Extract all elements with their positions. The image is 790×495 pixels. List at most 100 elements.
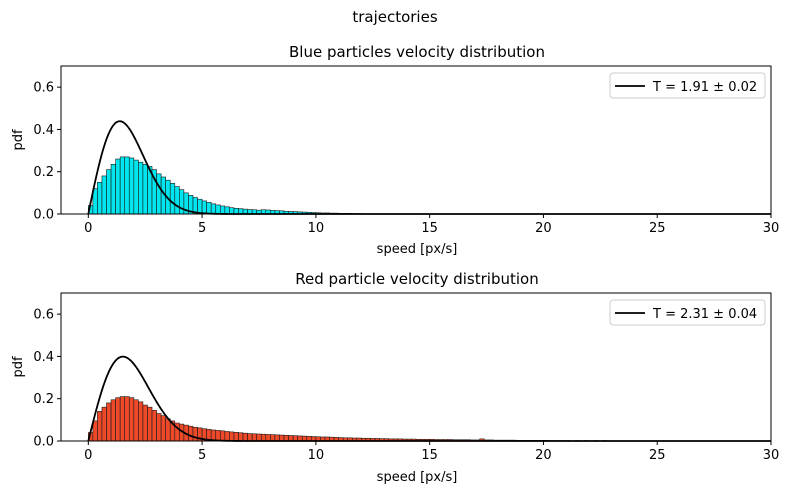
histogram-bar [101, 175, 107, 215]
y-tick-label: 0.4 [33, 350, 54, 365]
histogram-bar [260, 433, 267, 442]
histogram-bar [138, 401, 144, 442]
axes-frame [60, 65, 772, 215]
histogram-bar [201, 200, 207, 215]
histogram-bar [142, 404, 148, 442]
chart-blue-particles: Blue particles velocity distribution 0 5 1… [11, 43, 779, 257]
histogram-bar [224, 206, 230, 215]
legend-box [609, 299, 766, 326]
histogram-bar [165, 418, 171, 442]
histogram-bar [110, 399, 116, 442]
histogram-bar [142, 164, 148, 215]
histogram-bar [210, 203, 217, 215]
histogram-bar [224, 431, 230, 442]
histogram-bar [101, 406, 107, 442]
chart-title: Blue particles velocity distribution [289, 43, 545, 61]
histogram-bar [133, 399, 139, 442]
x-tick-label: 20 [535, 221, 552, 236]
x-tick-label: 15 [421, 448, 438, 463]
histogram-bar [274, 434, 280, 442]
y-axis-label: pdf [11, 129, 26, 151]
histogram-bar [233, 432, 239, 442]
histogram-bar [206, 202, 212, 215]
histogram-bar [215, 430, 221, 442]
x-tick-label: 0 [84, 221, 92, 236]
histogram-bar [110, 164, 116, 215]
legend-box [609, 72, 766, 99]
histogram-bar [128, 157, 135, 215]
y-tick-label: 0.6 [33, 308, 54, 323]
histogram-bar [92, 420, 98, 442]
histogram-bar [119, 156, 126, 215]
x-tick-label: 25 [649, 448, 666, 463]
axes-frame [60, 292, 772, 442]
histogram-bar [219, 430, 226, 442]
histogram-bar [238, 432, 244, 442]
histogram-bar [247, 433, 253, 442]
histogram-bar [174, 186, 180, 215]
histogram-bar [192, 426, 198, 442]
legend: T = 2.31 ± 0.04 [609, 299, 766, 326]
chart-title: Red particle velocity distribution [295, 270, 538, 288]
histogram-bar [156, 173, 162, 215]
histogram-bar [97, 411, 103, 442]
histogram-bar [197, 198, 203, 215]
x-tick-label: 10 [308, 221, 325, 236]
legend: T = 1.91 ± 0.02 [609, 72, 766, 99]
histogram-bar [106, 169, 112, 215]
histogram-bar [242, 432, 248, 442]
x-tick-label: 10 [308, 448, 325, 463]
legend-entry: T = 2.31 ± 0.04 [652, 307, 757, 322]
x-tick-label: 5 [198, 221, 206, 236]
x-tick-label: 15 [421, 221, 438, 236]
histogram-bar [147, 406, 153, 442]
x-tick-label: 5 [198, 448, 206, 463]
histogram-bar [128, 397, 135, 442]
y-axis-label: pdf [11, 356, 26, 378]
x-tick-label: 25 [649, 221, 666, 236]
x-tick-label: 30 [763, 448, 780, 463]
y-tick-label: 0.4 [33, 123, 54, 138]
y-axis-ticks: 0.0 0.2 0.4 0.6 [33, 308, 61, 450]
x-axis-ticks: 0 5 10 15 20 25 30 [84, 214, 779, 236]
histogram-bar [97, 181, 103, 215]
y-tick-label: 0.2 [33, 392, 54, 407]
legend-entry: T = 1.91 ± 0.02 [652, 80, 757, 95]
histogram-bar [138, 161, 144, 215]
histogram-bar [179, 189, 185, 215]
x-tick-label: 0 [84, 448, 92, 463]
histogram-bar [270, 434, 276, 442]
x-tick-label: 20 [535, 448, 552, 463]
histogram-bar [133, 159, 139, 215]
y-tick-label: 0.0 [33, 435, 54, 450]
histogram-bar [115, 397, 121, 442]
x-axis-label: speed [px/s] [377, 470, 458, 485]
histogram-bar [169, 183, 176, 215]
histogram-bar [188, 425, 194, 442]
histogram-bar [106, 402, 112, 442]
histogram-bar [119, 396, 126, 442]
figure-suptitle: trajectories [352, 8, 438, 26]
chart-red-particle: Red particle velocity distribution 0 5 10 1… [11, 270, 779, 485]
histogram-bar [256, 433, 262, 442]
x-tick-label: 30 [763, 221, 780, 236]
histogram-bar [160, 415, 166, 442]
histogram-bar [219, 205, 226, 215]
histogram-bar [156, 413, 162, 442]
x-axis-ticks: 0 5 10 15 20 25 30 [84, 441, 779, 463]
histogram-bar [124, 156, 130, 215]
histogram-bar [251, 433, 257, 442]
histogram-bar [265, 434, 271, 442]
histogram-bar [115, 158, 121, 215]
y-tick-label: 0.2 [33, 165, 54, 180]
histogram-bar [151, 410, 157, 442]
histogram-bar [229, 431, 235, 442]
histogram-bar [229, 207, 235, 215]
histogram-bar [124, 396, 130, 442]
y-tick-label: 0.0 [33, 208, 54, 223]
y-axis-ticks: 0.0 0.2 0.4 0.6 [33, 81, 61, 223]
x-axis-label: speed [px/s] [377, 242, 458, 257]
y-tick-label: 0.6 [33, 81, 54, 96]
histogram-bar [215, 204, 221, 215]
